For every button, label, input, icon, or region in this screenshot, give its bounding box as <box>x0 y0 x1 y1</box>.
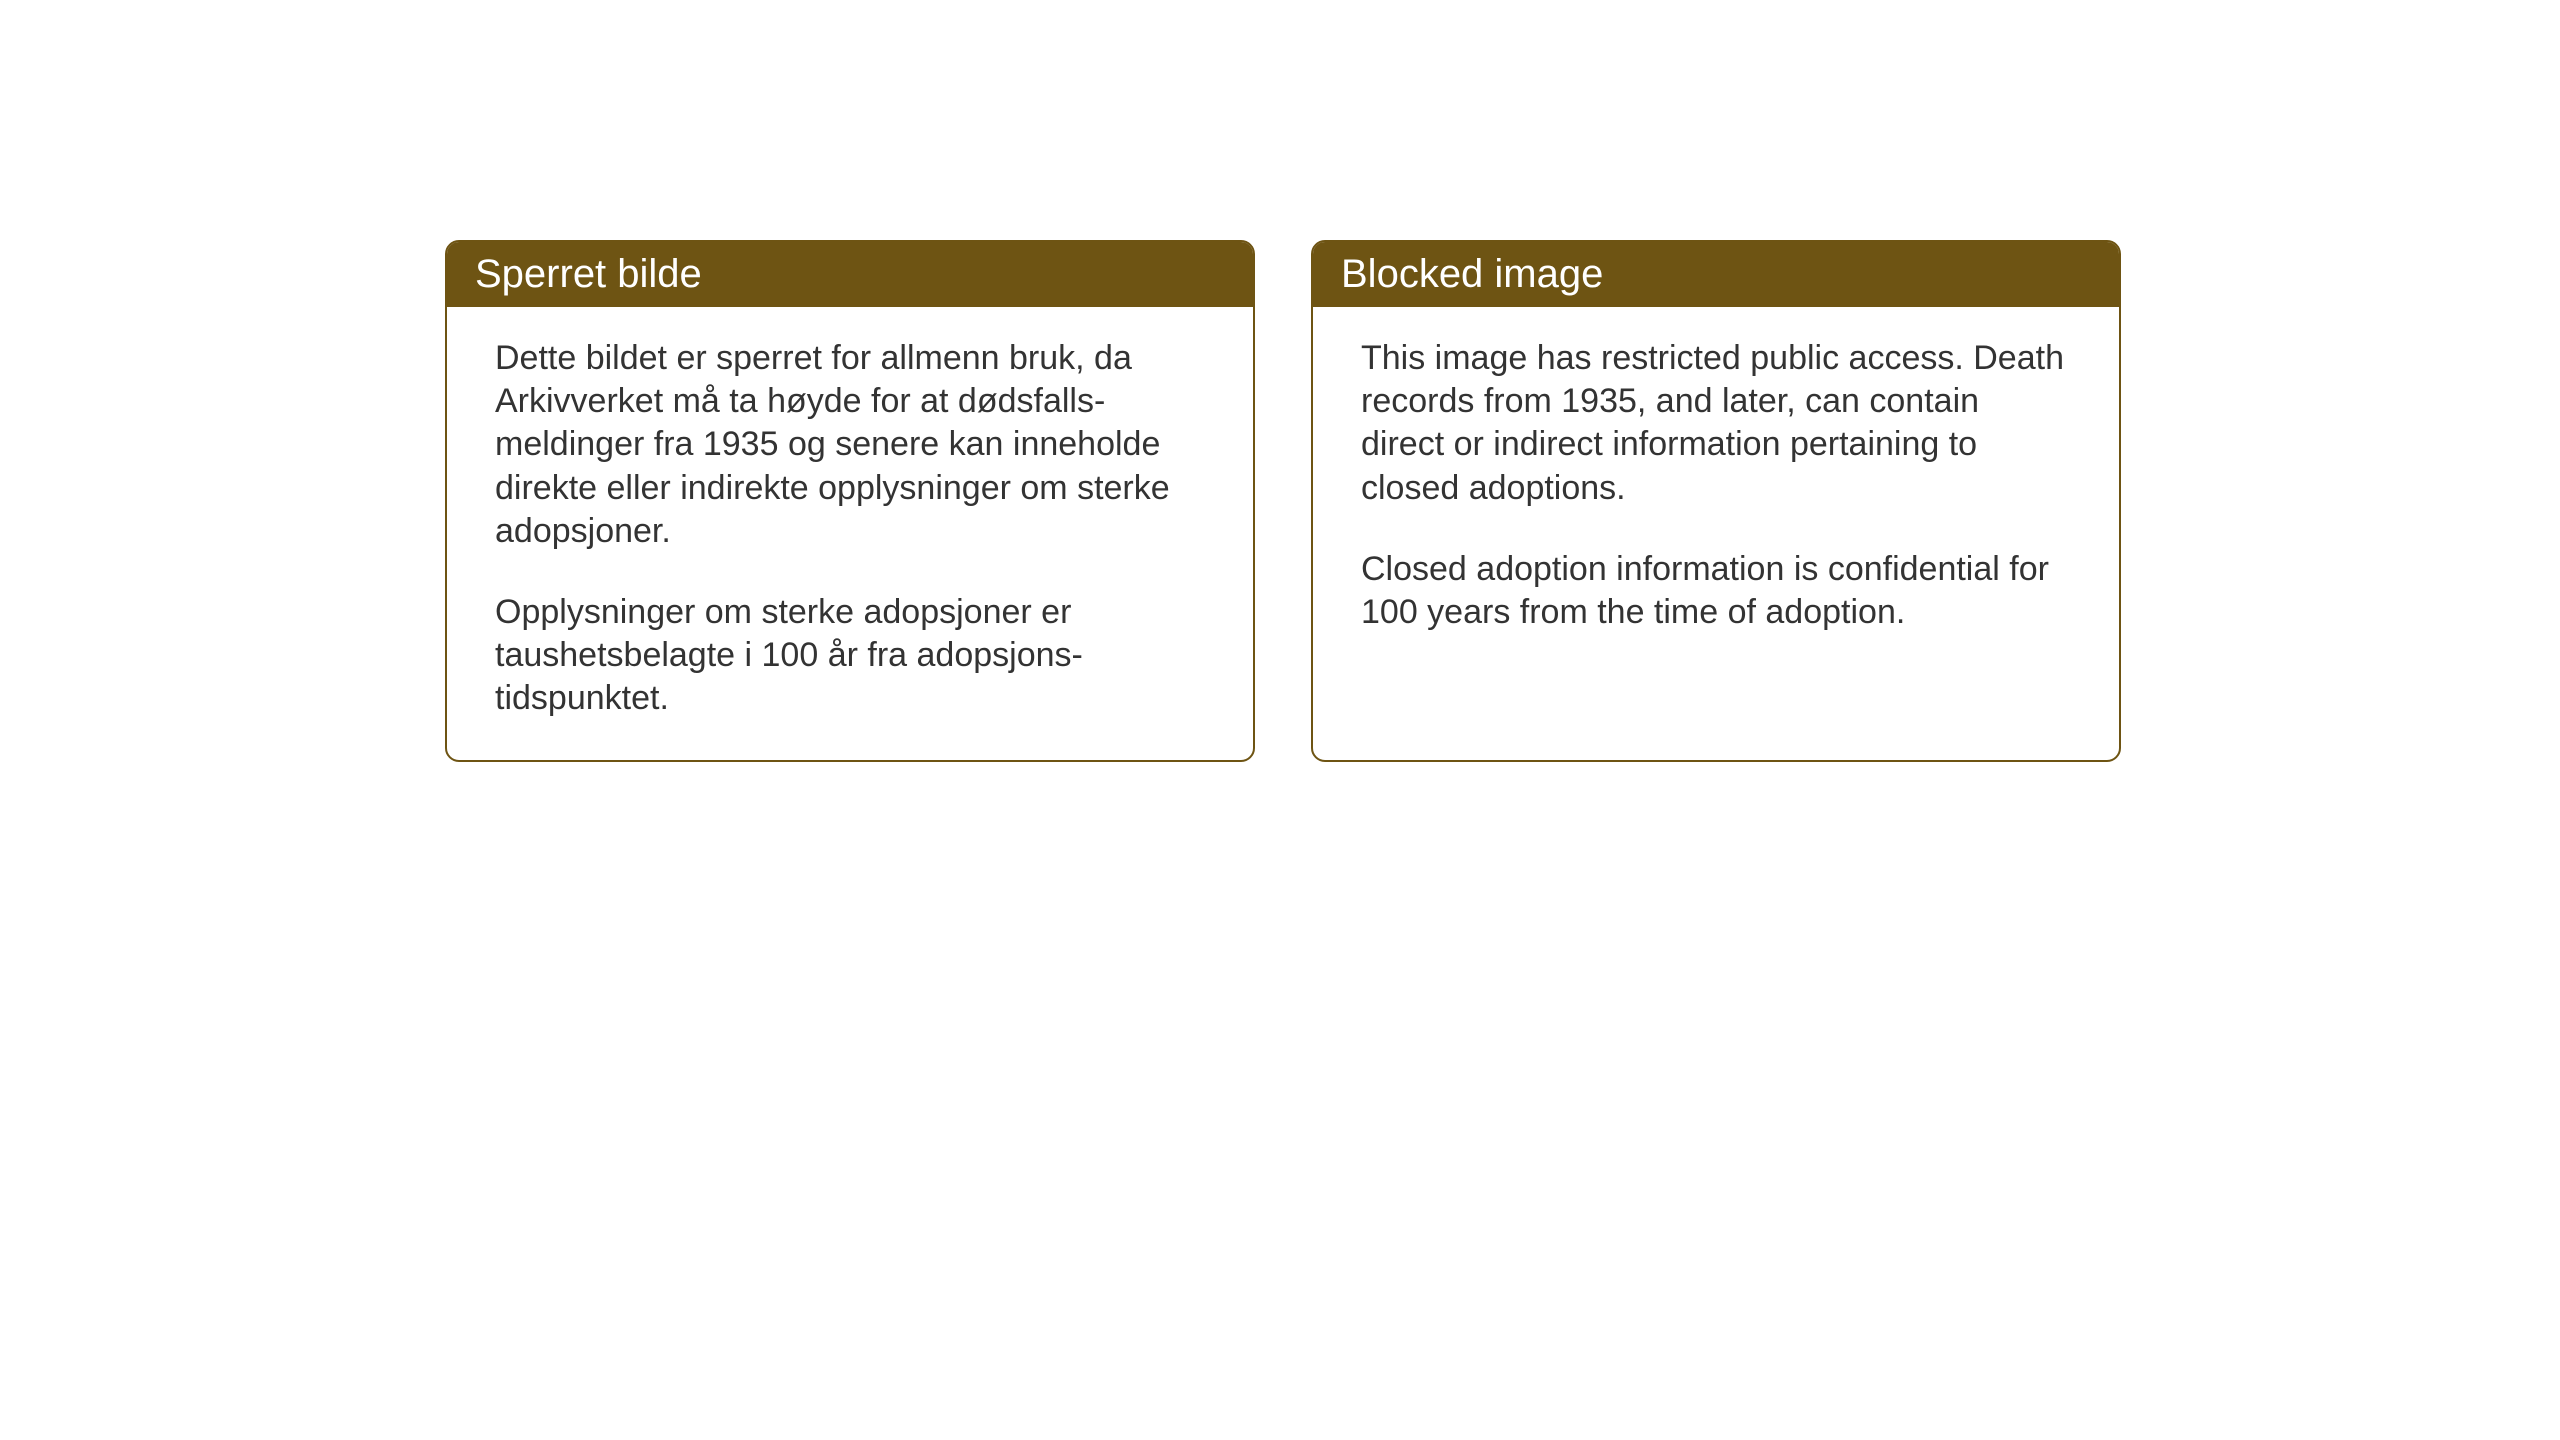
english-card-body: This image has restricted public access.… <box>1313 307 2119 674</box>
english-paragraph-2: Closed adoption information is confident… <box>1361 548 2071 634</box>
english-paragraph-1: This image has restricted public access.… <box>1361 337 2071 510</box>
cards-container: Sperret bilde Dette bildet er sperret fo… <box>445 240 2121 762</box>
norwegian-paragraph-2: Opplysninger om sterke adopsjoner er tau… <box>495 591 1205 721</box>
norwegian-card-body: Dette bildet er sperret for allmenn bruk… <box>447 307 1253 760</box>
english-card-title: Blocked image <box>1313 242 2119 307</box>
norwegian-card-title: Sperret bilde <box>447 242 1253 307</box>
norwegian-card: Sperret bilde Dette bildet er sperret fo… <box>445 240 1255 762</box>
norwegian-paragraph-1: Dette bildet er sperret for allmenn bruk… <box>495 337 1205 553</box>
english-card: Blocked image This image has restricted … <box>1311 240 2121 762</box>
